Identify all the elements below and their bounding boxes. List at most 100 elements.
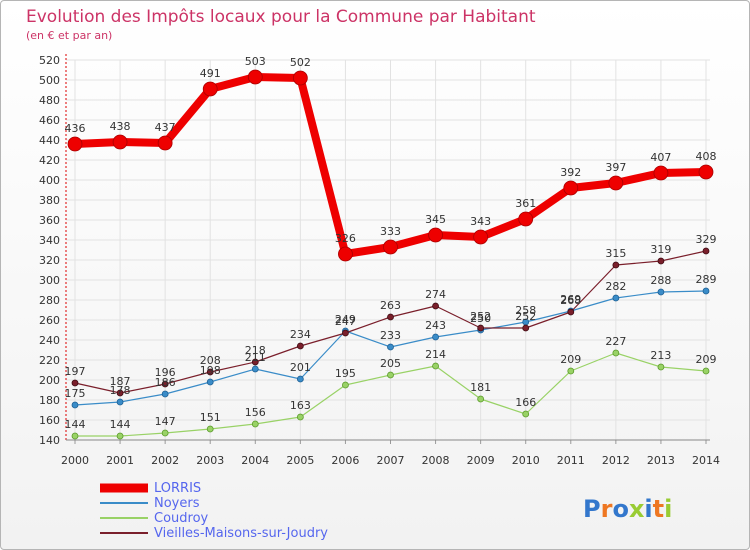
- data-point-noyers: [116, 398, 124, 406]
- y-tick-label: 500: [39, 74, 60, 87]
- data-label-lorris: 343: [470, 215, 491, 228]
- data-point-lorris: [202, 81, 218, 97]
- y-tick-label: 480: [39, 94, 60, 107]
- data-label-coudroy: 205: [380, 357, 401, 370]
- data-point-lorris: [383, 239, 398, 255]
- data-label-lorris: 407: [650, 151, 671, 164]
- y-tick-label: 340: [39, 234, 60, 247]
- data-point-lorris: [247, 69, 263, 85]
- data-label-coudroy: 227: [605, 335, 626, 348]
- x-tick-label: 2012: [602, 454, 630, 467]
- data-point-coudroy: [522, 410, 530, 418]
- data-label-vieilles-maisons-sur-joudry: 252: [515, 310, 536, 323]
- chart-subtitle: (en € et par an): [26, 29, 112, 42]
- data-point-lorris: [112, 134, 128, 150]
- data-label-lorris: 397: [605, 161, 626, 174]
- data-label-coudroy: 195: [335, 367, 356, 380]
- data-point-lorris: [698, 164, 714, 180]
- data-point-noyers: [702, 287, 710, 295]
- logo-letter: i: [664, 495, 672, 523]
- data-label-lorris: 436: [65, 122, 86, 135]
- data-label-vieilles-maisons-sur-joudry: 208: [200, 354, 221, 367]
- data-point-vieilles-maisons-sur-joudry: [567, 308, 575, 316]
- data-point-vieilles-maisons-sur-joudry: [296, 342, 304, 350]
- x-tick-label: 2008: [422, 454, 450, 467]
- y-tick-label: 460: [39, 114, 60, 127]
- legend: LORRISNoyersCoudroyVieilles-Maisons-sur-…: [100, 481, 328, 541]
- data-label-coudroy: 166: [515, 396, 536, 409]
- data-point-noyers: [161, 390, 169, 398]
- x-tick-label: 2009: [467, 454, 495, 467]
- legend-label-noyers: Noyers: [154, 496, 200, 511]
- data-label-noyers: 211: [245, 351, 266, 364]
- x-tick-label: 2004: [241, 454, 269, 467]
- data-point-vieilles-maisons-sur-joudry: [71, 379, 79, 387]
- proxiti-logo: Proxiti: [583, 495, 672, 523]
- data-point-lorris: [653, 165, 669, 181]
- y-tick-label: 260: [39, 314, 60, 327]
- y-tick-label: 160: [39, 414, 60, 427]
- data-label-vieilles-maisons-sur-joudry: 315: [605, 247, 626, 260]
- data-point-noyers: [612, 294, 620, 302]
- data-label-coudroy: 151: [200, 411, 221, 424]
- data-label-vieilles-maisons-sur-joudry: 247: [335, 315, 356, 328]
- axes: 140 160 180 200 220 240 260 280 300 320 340 360 380 4…: [39, 54, 720, 467]
- x-tick-label: 2014: [692, 454, 720, 467]
- data-point-coudroy: [342, 381, 349, 389]
- chart-title: Evolution des Impôts locaux pour la Comm…: [26, 7, 536, 27]
- data-point-noyers: [657, 288, 665, 296]
- data-label-coudroy: 147: [155, 415, 176, 428]
- x-tick-label: 2001: [106, 454, 134, 467]
- data-point-lorris: [157, 135, 173, 151]
- x-tick-label: 2005: [286, 454, 314, 467]
- x-tick-label: 2006: [331, 454, 359, 467]
- data-label-vieilles-maisons-sur-joudry: 329: [696, 233, 717, 246]
- legend-label-lorris: LORRIS: [154, 481, 201, 496]
- series-layer: [67, 69, 714, 440]
- data-label-lorris: 408: [696, 150, 717, 163]
- data-point-vieilles-maisons-sur-joudry: [702, 247, 710, 255]
- data-label-lorris: 502: [290, 56, 311, 69]
- data-point-noyers: [206, 378, 214, 386]
- data-point-vieilles-maisons-sur-joudry: [251, 358, 259, 366]
- data-label-noyers: 198: [200, 364, 221, 377]
- data-point-noyers: [71, 401, 79, 409]
- data-label-vieilles-maisons-sur-joudry: 274: [425, 288, 446, 301]
- data-label-vieilles-maisons-sur-joudry: 197: [65, 365, 86, 378]
- data-point-vieilles-maisons-sur-joudry: [161, 380, 169, 388]
- data-point-coudroy: [206, 425, 214, 433]
- data-label-lorris: 333: [380, 225, 401, 238]
- data-label-coudroy: 144: [65, 418, 86, 431]
- y-tick-label: 360: [39, 214, 60, 227]
- data-point-coudroy: [477, 395, 485, 403]
- data-label-noyers: 289: [696, 273, 717, 286]
- logo-letter: r: [601, 495, 613, 523]
- data-label-lorris: 491: [200, 67, 221, 80]
- x-tick-label: 2000: [61, 454, 89, 467]
- y-tick-label: 380: [39, 194, 60, 207]
- x-tick-label: 2013: [647, 454, 675, 467]
- y-tick-label: 140: [39, 434, 60, 447]
- x-tick-label: 2003: [196, 454, 224, 467]
- data-labels: 436 438 437 491 503 502 326 333 345 343 361 392 397 4…: [65, 55, 717, 431]
- data-label-vieilles-maisons-sur-joudry: 234: [290, 328, 311, 341]
- data-label-coudroy: 181: [470, 381, 491, 394]
- data-point-coudroy: [432, 362, 439, 370]
- data-point-coudroy: [251, 420, 259, 428]
- data-label-lorris: 361: [515, 197, 536, 210]
- data-point-noyers: [251, 365, 259, 373]
- data-point-lorris: [518, 211, 534, 227]
- data-point-lorris: [473, 229, 489, 245]
- data-point-vieilles-maisons-sur-joudry: [342, 329, 349, 337]
- data-label-lorris: 326: [335, 232, 356, 245]
- data-point-noyers: [432, 333, 439, 341]
- data-label-vieilles-maisons-sur-joudry: 196: [155, 366, 176, 379]
- data-label-lorris: 438: [110, 120, 131, 133]
- data-label-noyers: 258: [515, 304, 536, 317]
- data-point-vieilles-maisons-sur-joudry: [477, 324, 485, 332]
- data-point-coudroy: [657, 363, 665, 371]
- data-label-lorris: 392: [560, 166, 581, 179]
- y-tick-label: 280: [39, 294, 60, 307]
- data-point-vieilles-maisons-sur-joudry: [206, 368, 214, 376]
